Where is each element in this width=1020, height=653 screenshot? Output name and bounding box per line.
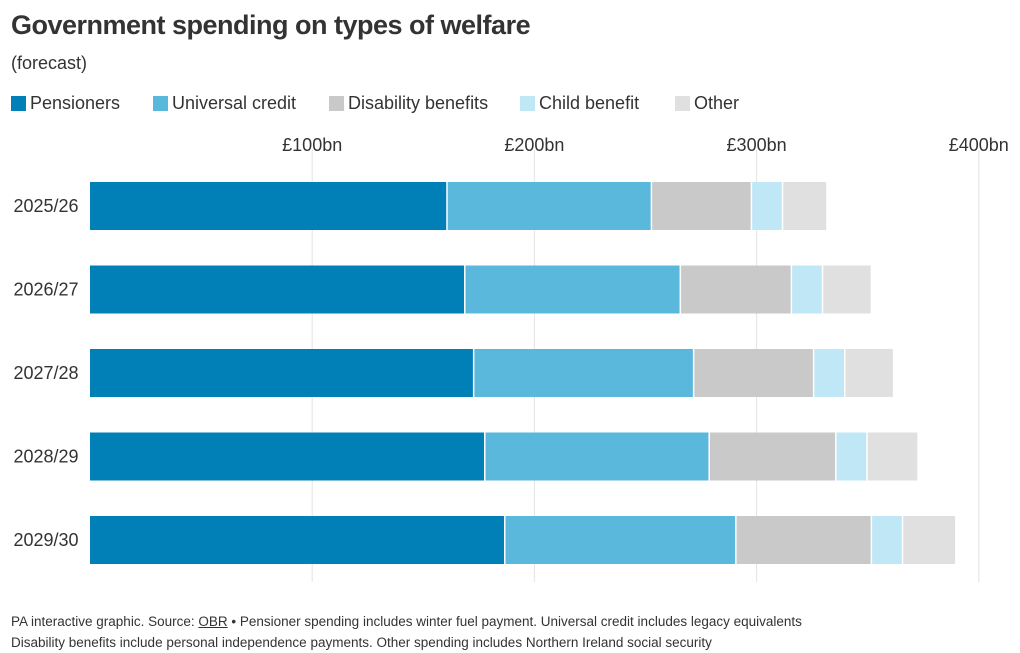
bar-segment-other [867,432,918,481]
legend-item-disability-benefits: Disability benefits [329,91,488,115]
source-prefix: PA interactive graphic. Source: [11,614,199,629]
bar-chart: £100bn £200bn £300bn £400bn 2025/262026/272… [13,135,1009,582]
x-tick-label: £200bn [504,135,564,155]
bar-segment-universal-credit [447,182,651,230]
bar-segment-child-benefit [792,265,822,314]
x-tick-label: £300bn [727,135,787,155]
y-axis-categories: 2025/26 2026/27 2027/28 2028/29 2029/30 [13,196,78,550]
footer-line-2: Disability benefits include personal ind… [11,635,712,650]
legend-label-pensioners: Pensioners [30,92,121,113]
bar-segment-other [845,349,893,397]
bar-segment-universal-credit [505,516,736,564]
bar-segment-child-benefit [814,349,844,397]
bar-segment-universal-credit [465,265,680,314]
x-axis-ticks: £100bn £200bn £300bn £400bn [282,135,1009,155]
category-label: 2029/30 [13,530,78,550]
legend-swatch-disability-benefits [329,95,344,111]
legend-item-pensioners: Pensioners [11,91,120,115]
category-label: 2025/26 [13,196,78,216]
bar-segment-pensioners [90,182,447,230]
bar-segment-disability-benefits [652,182,751,230]
bar-segment-other [903,516,956,564]
bar-segment-disability-benefits [681,265,791,314]
bars [90,182,956,564]
category-label: 2028/29 [13,447,78,467]
bar-segment-universal-credit [485,432,709,481]
bar-segment-other [783,182,827,230]
legend-label-disability-benefits: Disability benefits [348,92,489,113]
bar-segment-other [823,265,871,314]
chart-title: Government spending on types of welfare [11,10,531,40]
x-tick-label: £100bn [282,135,342,155]
source-link[interactable]: OBR [198,614,228,629]
bar-segment-pensioners [90,265,465,314]
bar-segment-disability-benefits [736,516,871,564]
bar-segment-disability-benefits [709,432,836,481]
legend-swatch-universal-credit [153,95,168,111]
footer-line-1: PA interactive graphic. Source: OBR • Pe… [11,611,802,632]
bar-segment-child-benefit [836,432,867,481]
legend-label-child-benefit: Child benefit [539,92,640,113]
bar-segment-pensioners [90,349,473,397]
legend-item-other: Other [675,91,739,115]
category-label: 2026/27 [13,280,78,300]
bar-segment-pensioners [90,432,485,481]
bar-segment-disability-benefits [694,349,813,397]
chart-subtitle: (forecast) [11,53,88,73]
legend: Pensioners Universal credit Disability b… [11,91,1011,115]
category-label: 2027/28 [13,363,78,383]
bar-segment-universal-credit [474,349,693,397]
legend-swatch-child-benefit [520,95,535,111]
legend-item-child-benefit: Child benefit [520,91,639,115]
x-tick-label: £400bn [949,135,1009,155]
legend-swatch-pensioners [11,95,26,111]
footer: PA interactive graphic. Source: OBR • Pe… [11,611,802,653]
legend-item-universal-credit: Universal credit [153,91,296,115]
footer-note-1: • Pensioner spending includes winter fue… [227,614,802,629]
bar-segment-pensioners [90,516,505,564]
legend-swatch-other [675,95,690,111]
bar-segment-child-benefit [872,516,902,564]
legend-label-other: Other [694,92,740,113]
bar-segment-child-benefit [752,182,782,230]
legend-label-universal-credit: Universal credit [172,92,297,113]
